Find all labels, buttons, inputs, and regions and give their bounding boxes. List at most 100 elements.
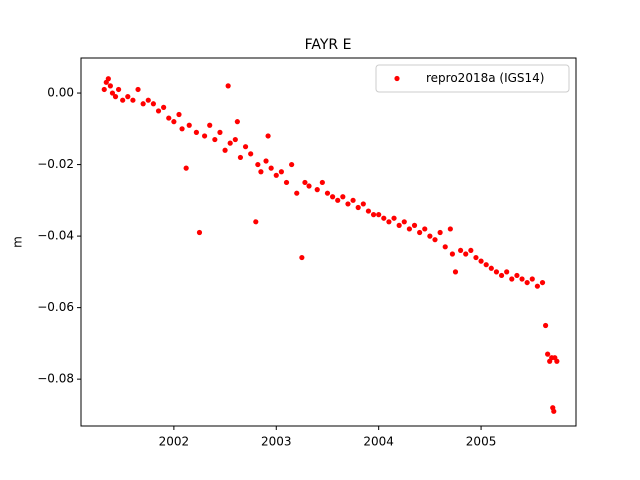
- data-point: [401, 219, 407, 225]
- data-point: [350, 197, 356, 203]
- y-axis-label: m: [11, 236, 25, 248]
- data-point: [319, 179, 325, 186]
- data-point: [355, 204, 361, 211]
- data-point: [314, 187, 320, 193]
- data-point: [145, 97, 151, 103]
- data-point: [294, 190, 300, 196]
- legend-label: repro2018a (IGS14): [426, 71, 544, 85]
- x-tick-label: 2004: [363, 435, 394, 449]
- data-point: [263, 158, 269, 164]
- data-point: [234, 119, 240, 125]
- data-point: [268, 165, 274, 171]
- data-point: [193, 129, 200, 135]
- data-point: [120, 97, 126, 103]
- data-point: [463, 251, 469, 257]
- data-point: [265, 133, 271, 139]
- data-point: [539, 279, 546, 286]
- data-point: [186, 122, 192, 128]
- data-point: [534, 283, 540, 289]
- data-point: [196, 229, 203, 236]
- y-tick-label: −0.06: [37, 300, 74, 314]
- data-point: [109, 90, 116, 96]
- data-point: [396, 222, 402, 228]
- data-point: [179, 126, 185, 132]
- data-point: [551, 408, 557, 414]
- data-point: [227, 140, 233, 146]
- data-point: [222, 147, 228, 153]
- data-point: [135, 86, 141, 93]
- y-tick-label: −0.04: [37, 229, 74, 243]
- data-point: [437, 229, 443, 236]
- data-point: [468, 247, 474, 254]
- data-point: [432, 237, 438, 243]
- data-point: [278, 169, 284, 175]
- data-point: [242, 144, 249, 150]
- data-point: [488, 265, 494, 271]
- data-point: [427, 233, 433, 239]
- data-point: [306, 183, 312, 189]
- chart-title: FAYR E: [305, 37, 352, 53]
- data-point: [237, 154, 244, 161]
- legend-box: [375, 64, 570, 93]
- data-point: [140, 101, 146, 107]
- data-point: [422, 226, 428, 232]
- data-point: [498, 272, 505, 279]
- data-point: [183, 165, 189, 171]
- data-point: [529, 276, 535, 282]
- data-point: [554, 358, 560, 364]
- data-point: [360, 201, 366, 207]
- data-point: [452, 269, 459, 275]
- data-point: [255, 161, 261, 168]
- data-point: [166, 115, 172, 121]
- data-point: [514, 272, 520, 279]
- data-point: [299, 254, 305, 261]
- legend-marker: [394, 75, 400, 82]
- data-point: [212, 136, 218, 143]
- data-point: [289, 161, 295, 168]
- data-point: [449, 251, 456, 257]
- data-point: [258, 169, 264, 175]
- data-point: [411, 222, 418, 228]
- data-point: [442, 244, 448, 250]
- data-point: [509, 276, 515, 282]
- data-point: [273, 172, 279, 178]
- x-tick-label: 2003: [261, 435, 292, 449]
- data-point: [253, 219, 259, 225]
- data-point: [329, 194, 336, 200]
- data-point: [107, 83, 113, 89]
- data-point: [171, 119, 177, 125]
- data-point: [381, 215, 387, 221]
- data-point: [386, 219, 392, 225]
- data-point: [417, 229, 423, 236]
- data-point: [324, 190, 331, 196]
- data-point: [105, 76, 111, 82]
- plot-frame: [80, 57, 577, 427]
- data-point: [217, 129, 223, 135]
- legend: repro2018a (IGS14): [375, 64, 570, 93]
- data-point: [545, 351, 551, 357]
- data-point: [201, 133, 208, 139]
- data-point: [524, 279, 530, 286]
- data-point: [125, 94, 131, 100]
- data-point: [112, 94, 119, 100]
- y-tick-label: −0.02: [37, 157, 74, 171]
- data-point: [365, 208, 372, 214]
- data-point: [232, 136, 238, 143]
- data-point: [376, 212, 382, 218]
- data-point: [391, 215, 397, 221]
- data-point: [115, 86, 122, 93]
- data-point: [161, 104, 167, 110]
- data-point: [447, 226, 453, 232]
- data-point: [335, 197, 341, 203]
- data-point: [406, 226, 412, 232]
- x-tick-label: 2005: [466, 435, 497, 449]
- data-point: [101, 86, 107, 93]
- data-point: [542, 322, 549, 329]
- y-tick-label: 0.00: [47, 86, 74, 100]
- data-point: [345, 201, 351, 207]
- data-point: [504, 269, 510, 275]
- data-point: [302, 179, 308, 186]
- data-point: [519, 276, 525, 282]
- data-point: [478, 258, 484, 264]
